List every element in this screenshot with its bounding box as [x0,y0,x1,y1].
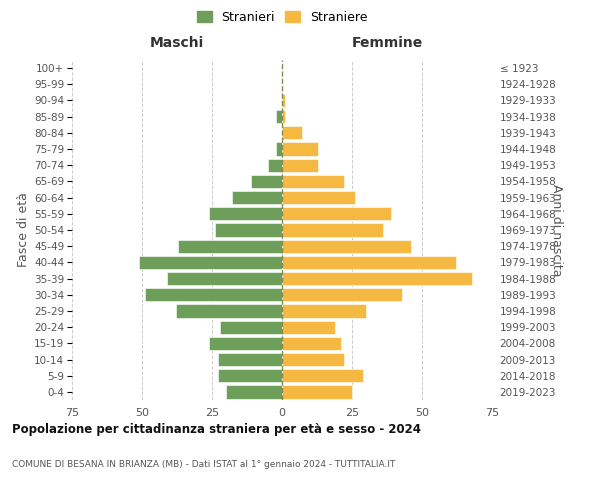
Bar [282,272,472,285]
Bar [282,240,411,253]
Bar [282,94,285,107]
Bar [282,369,363,382]
Bar [268,158,282,172]
Bar [282,207,391,220]
Bar [218,369,282,382]
Bar [220,320,282,334]
Bar [282,224,383,236]
Bar [209,207,282,220]
Bar [209,336,282,350]
Bar [277,142,282,156]
Bar [232,191,282,204]
Text: Maschi: Maschi [150,36,204,51]
Bar [282,191,355,204]
Bar [277,110,282,124]
Y-axis label: Fasce di età: Fasce di età [17,192,30,268]
Text: COMUNE DI BESANA IN BRIANZA (MB) - Dati ISTAT al 1° gennaio 2024 - TUTTITALIA.IT: COMUNE DI BESANA IN BRIANZA (MB) - Dati … [12,460,395,469]
Bar [226,386,282,398]
Bar [282,158,319,172]
Bar [282,256,455,269]
Bar [282,175,344,188]
Bar [282,386,352,398]
Bar [218,353,282,366]
Bar [282,353,344,366]
Bar [282,304,366,318]
Bar [282,110,285,124]
Text: Popolazione per cittadinanza straniera per età e sesso - 2024: Popolazione per cittadinanza straniera p… [12,422,421,436]
Y-axis label: Anni di nascita: Anni di nascita [550,184,563,276]
Bar [282,320,335,334]
Bar [178,240,282,253]
Bar [282,336,341,350]
Text: Femmine: Femmine [352,36,422,51]
Bar [176,304,282,318]
Bar [167,272,282,285]
Bar [251,175,282,188]
Bar [145,288,282,302]
Bar [282,288,403,302]
Bar [215,224,282,236]
Bar [282,142,319,156]
Bar [139,256,282,269]
Legend: Stranieri, Straniere: Stranieri, Straniere [194,8,370,26]
Bar [282,126,302,140]
